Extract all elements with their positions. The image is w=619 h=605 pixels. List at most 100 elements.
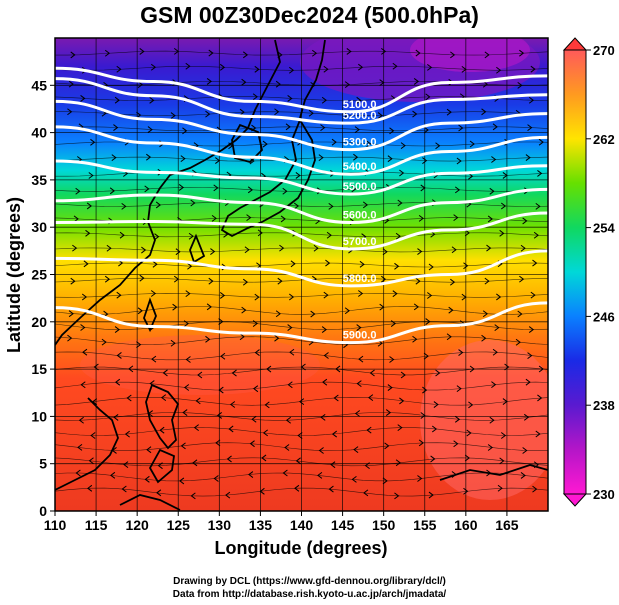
wind-arrow	[397, 424, 403, 431]
wind-arrow	[486, 244, 492, 252]
wind-arrow	[67, 108, 73, 116]
wind-arrow	[400, 142, 406, 150]
wind-arrow	[247, 186, 254, 194]
wind-arrow	[294, 484, 300, 492]
wind-arrow	[252, 93, 258, 101]
x-tick-label: 115	[85, 517, 108, 533]
wind-arrow	[515, 338, 521, 346]
wind-arrow	[433, 401, 439, 408]
wind-arrow	[322, 378, 328, 386]
wind-arrow	[450, 278, 456, 286]
wind-arrow	[356, 324, 362, 331]
wind-arrow	[497, 484, 503, 492]
x-tick-label: 125	[167, 517, 191, 533]
wind-arrow	[328, 485, 334, 493]
wind-arrow	[139, 48, 145, 55]
wind-arrow	[417, 248, 423, 255]
wind-arrow	[101, 338, 107, 346]
wind-arrow	[520, 472, 526, 479]
wind-arrow	[530, 291, 536, 299]
wind-arrow	[144, 475, 150, 483]
wind-arrow	[310, 310, 316, 318]
wind-arrow	[266, 365, 272, 373]
x-tick-label: 110	[44, 517, 67, 533]
wind-arrow	[326, 231, 332, 239]
contour-label: 5500.0	[343, 181, 377, 193]
wind-arrow	[239, 108, 245, 116]
wind-arrow	[93, 363, 99, 371]
wind-arrow	[311, 49, 318, 57]
wind-arrow	[368, 394, 374, 402]
wind-arrow	[75, 469, 81, 477]
wind-arrow	[241, 306, 247, 314]
contour-label: 5100.0	[343, 99, 377, 111]
wind-arrow	[420, 184, 426, 192]
wind-arrow	[262, 140, 268, 148]
wind-arrow	[533, 231, 539, 239]
colorbar-label: 270	[593, 43, 615, 58]
wind-arrow	[136, 341, 142, 349]
wind-arrow	[492, 348, 498, 356]
wind-arrow	[354, 126, 360, 133]
wind-arrow	[123, 461, 129, 469]
wind-arrow	[362, 201, 369, 209]
wind-arrow	[527, 124, 533, 132]
wind-arrow	[425, 93, 431, 101]
wind-arrow	[377, 112, 383, 119]
wind-arrow	[535, 430, 541, 438]
wind-arrow	[484, 51, 490, 59]
wind-arrow	[318, 447, 324, 454]
y-tick-label: 10	[31, 408, 47, 424]
wind-arrow	[241, 78, 247, 86]
wind-arrow	[254, 293, 260, 301]
wind-arrow	[392, 290, 398, 298]
wind-arrow	[187, 262, 193, 270]
wind-arrow	[522, 217, 528, 225]
wind-arrow	[248, 471, 254, 478]
wind-arrow	[251, 415, 257, 423]
wind-arrow	[356, 380, 362, 388]
wind-arrow	[387, 384, 393, 391]
wind-arrow	[318, 154, 324, 161]
wind-arrow	[219, 63, 226, 71]
wind-arrow	[287, 324, 293, 331]
wind-arrow	[119, 231, 125, 239]
wind-arrow	[422, 386, 428, 394]
wind-arrow	[489, 187, 495, 195]
wind-arrow	[428, 263, 434, 271]
wind-arrow	[290, 260, 296, 268]
wind-arrow	[277, 277, 283, 285]
wind-arrow	[282, 469, 288, 477]
wind-arrow	[427, 63, 433, 71]
wind-arrow	[257, 229, 263, 237]
colorbar: 270 262 254 246 238 230	[562, 37, 615, 507]
wind-arrow	[88, 172, 94, 179]
wind-arrow	[114, 378, 121, 386]
wind-arrow	[149, 96, 155, 104]
wind-arrow	[146, 446, 152, 454]
wind-arrow	[461, 65, 467, 73]
wind-arrow	[519, 275, 525, 283]
y-tick-label: 15	[31, 361, 47, 377]
wind-arrow	[395, 459, 401, 467]
wind-arrow	[141, 246, 147, 254]
wind-arrow	[321, 96, 327, 104]
wind-arrow	[323, 65, 329, 73]
wind-arrow	[162, 369, 168, 377]
wind-arrow	[114, 96, 120, 104]
wind-arrow	[491, 381, 497, 389]
wind-arrow	[90, 138, 96, 146]
wind-arrow	[126, 394, 132, 402]
wind-arrow	[188, 232, 194, 240]
contour-label: 5900.0	[343, 330, 377, 342]
wind-arrow	[468, 172, 474, 180]
contour-line	[55, 66, 548, 114]
wind-arrow	[412, 335, 418, 343]
wind-arrow	[353, 446, 359, 454]
wind-arrow	[491, 156, 497, 163]
wind-arrow	[280, 215, 286, 223]
wind-arrow	[464, 454, 470, 462]
y-axis: 0 5 10 15 20 25 30 35 40 45	[31, 77, 55, 519]
